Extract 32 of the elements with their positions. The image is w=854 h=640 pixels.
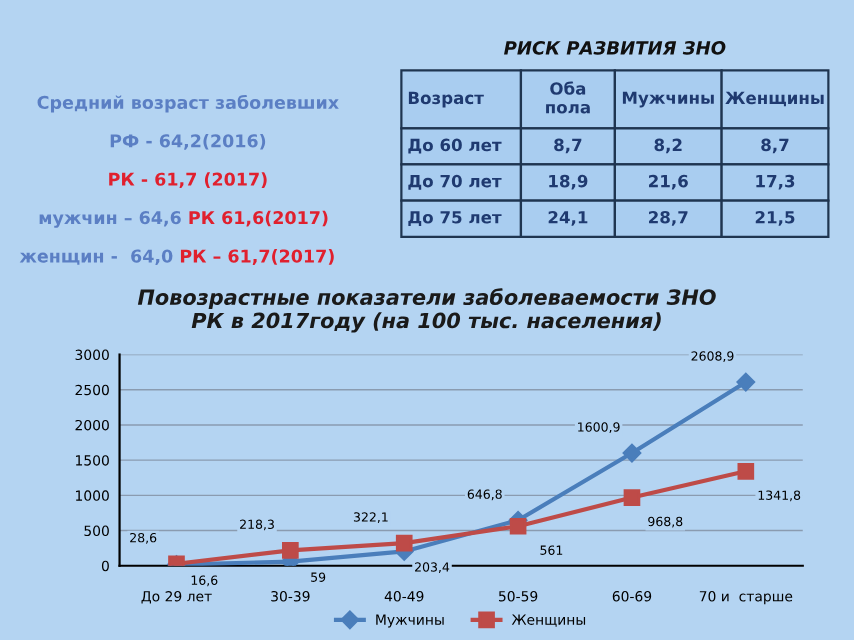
chart-title: Повозрастные показатели заболеваемости ЗНО РК в 2017году (на 100 тыс. населения) — [137, 288, 716, 333]
text: 21,5 — [755, 210, 795, 226]
text: Оба пола — [546, 81, 590, 114]
point — [736, 372, 756, 392]
point — [623, 489, 641, 506]
text: До 70 лет — [408, 174, 502, 190]
text: женщин - 64,0 — [19, 249, 173, 265]
text: РФ - 64,2(2016) — [110, 133, 266, 150]
text: Возраст — [408, 91, 484, 108]
text: 21,6 — [649, 174, 688, 190]
text: РК – 61,7(2017) — [180, 249, 334, 265]
text: Мужчины — [622, 91, 714, 108]
text: 17,3 — [756, 174, 795, 190]
text: 18,9 — [549, 174, 588, 190]
text: Средний возраст заболевших — [37, 94, 339, 113]
text: До 75 лет — [408, 211, 502, 226]
point — [282, 542, 299, 559]
point — [509, 517, 527, 535]
text: 28,7 — [649, 210, 688, 226]
point — [737, 462, 755, 480]
text: РК - 61,7 (2017) — [109, 172, 267, 189]
text: 24,1 — [548, 210, 588, 226]
point — [622, 443, 642, 463]
text: мужчин – 64,6 — [39, 211, 181, 228]
text: Женщины — [725, 91, 824, 107]
text: РИСК РАЗВИТИЯ ЗНО — [504, 41, 726, 55]
text: 8,7 — [761, 138, 789, 154]
text: До 60 лет — [408, 138, 502, 154]
text: 8,7 — [554, 138, 582, 154]
text: РК 61,6(2017) — [189, 210, 328, 227]
point — [395, 534, 413, 552]
text: 8,2 — [654, 138, 682, 154]
